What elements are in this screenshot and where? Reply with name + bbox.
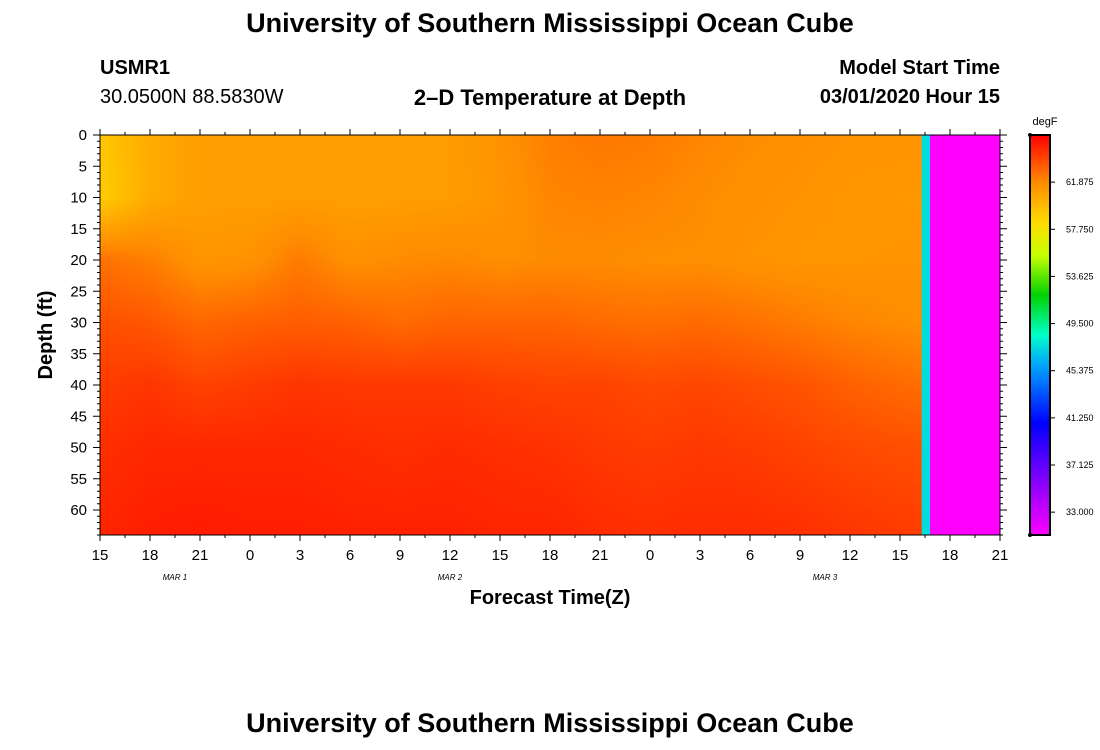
y-tick-label: 15: [70, 221, 87, 238]
y-tick-label: 55: [70, 471, 87, 488]
x-tick-label: 3: [296, 547, 304, 564]
station-id: USMR1: [100, 57, 171, 79]
x-tick-label: 6: [746, 547, 754, 564]
y-tick-label: 50: [70, 440, 87, 457]
x-tick-label: 6: [346, 547, 354, 564]
colorbar-label: 49.500: [1066, 319, 1094, 329]
colorbar-label: 57.750: [1066, 224, 1094, 234]
missing-data-band: [921, 135, 930, 535]
x-tick-label: 9: [396, 547, 404, 564]
x-axis-label: Forecast Time(Z): [470, 587, 631, 609]
chart-subtitle: 2–D Temperature at Depth: [413, 85, 687, 110]
x-tick-label: 21: [992, 547, 1009, 564]
model-start-label: Model Start Time: [839, 57, 1000, 79]
x-tick-label: 9: [796, 547, 804, 564]
y-tick-label: 10: [70, 190, 87, 207]
model-start-time: 03/01/2020 Hour 15: [819, 86, 1000, 108]
x-tick-label: 18: [542, 547, 559, 564]
y-tick-label: 60: [70, 502, 87, 519]
footer-title: University of Southern Mississippi Ocean…: [246, 708, 854, 738]
date-label: MAR 2: [438, 573, 463, 582]
x-axis: 15 18 21 0 3 6 9 12 15 18 21 0 3 6 9 12 15 18 21 MAR 1 MAR 2…: [92, 129, 1009, 582]
colorbar-label: 53.625: [1066, 271, 1094, 281]
y-tick-label: 45: [70, 408, 87, 425]
colorbar-label: 41.250: [1066, 413, 1094, 423]
x-tick-label: 18: [942, 547, 959, 564]
temperature-heatmap: [100, 135, 922, 535]
y-tick-label: 35: [70, 346, 87, 363]
x-tick-label: 21: [192, 547, 209, 564]
colorbar-label: 61.875: [1066, 177, 1094, 187]
y-tick-label: 20: [70, 252, 87, 269]
y-tick-label: 0: [79, 127, 87, 144]
x-tick-label: 15: [492, 547, 509, 564]
y-axis: 0 5 10 15 20 25 30 35 40 45 50 55 60: [70, 127, 1007, 536]
station-coords: 30.0500N 88.5830W: [100, 86, 284, 108]
y-tick-label: 40: [70, 377, 87, 394]
y-axis-label: Depth (ft): [35, 291, 57, 380]
x-tick-label: 0: [646, 547, 654, 564]
no-data-area: [930, 135, 1000, 535]
x-tick-label: 15: [892, 547, 909, 564]
page-title: University of Southern Mississippi Ocean…: [246, 8, 854, 38]
date-label: MAR 1: [163, 573, 187, 582]
colorbar-corner-dot: [1028, 133, 1032, 137]
colorbar-label: 37.125: [1066, 460, 1094, 470]
colorbar-label: 33.000: [1066, 507, 1094, 517]
y-tick-label: 30: [70, 315, 87, 332]
x-tick-label: 12: [842, 547, 859, 564]
x-tick-label: 15: [92, 547, 109, 564]
x-tick-label: 18: [142, 547, 159, 564]
colorbar-gradient: [1029, 134, 1051, 536]
y-tick-label: 25: [70, 283, 87, 300]
x-tick-label: 21: [592, 547, 609, 564]
colorbar-label: 45.375: [1066, 366, 1094, 376]
colorbar-unit: degF: [1032, 116, 1057, 128]
date-label: MAR 3: [813, 573, 838, 582]
x-tick-label: 0: [246, 547, 254, 564]
colorbar-legend: degF 61.875 57.750 53.625 49.500 45.375 41.250…: [1028, 116, 1094, 537]
x-tick-label: 3: [696, 547, 704, 564]
x-tick-label: 12: [442, 547, 459, 564]
y-tick-label: 5: [79, 158, 87, 175]
colorbar-corner-dot: [1028, 533, 1032, 537]
